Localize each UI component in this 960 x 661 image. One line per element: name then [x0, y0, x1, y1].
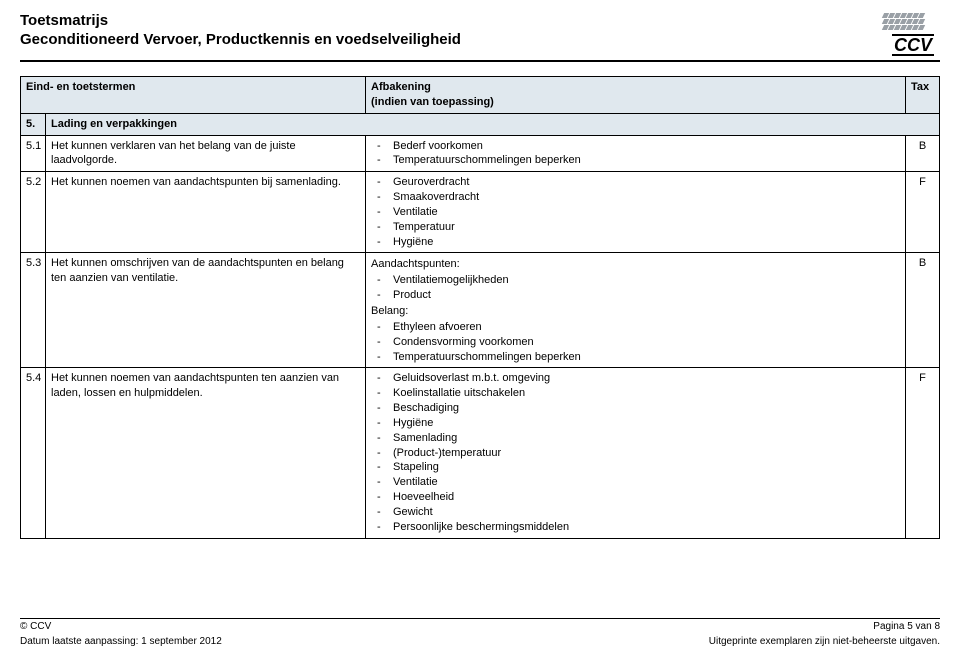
- row-term: Het kunnen noemen van aandachtspunten bi…: [46, 172, 366, 253]
- item-list: Bederf voorkomen Temperatuurschommelinge…: [371, 139, 900, 169]
- list-item: Hygiëne: [371, 416, 900, 431]
- list-item: Ventilatiemogelijkheden: [371, 273, 900, 288]
- list-item: Temperatuur: [371, 220, 900, 235]
- footer-copyright: © CCV: [20, 621, 51, 632]
- section-row: 5. Lading en verpakkingen: [21, 113, 940, 135]
- footer-rule: [20, 618, 940, 619]
- header-title-2: Geconditioneerd Vervoer, Productkennis e…: [20, 31, 854, 48]
- list-item: Bederf voorkomen: [371, 139, 900, 154]
- item-list: Geluidsoverlast m.b.t. omgeving Koelinst…: [371, 371, 900, 534]
- col-header-tax: Tax: [906, 77, 940, 114]
- item-list: Ventilatiemogelijkheden Product: [371, 273, 900, 303]
- afbakening-label-1: Afbakening: [371, 80, 900, 95]
- logo-text: CCV: [892, 34, 934, 56]
- list-item: Temperatuurschommelingen beperken: [371, 350, 900, 365]
- footer-row-1: © CCV Pagina 5 van 8: [20, 621, 940, 632]
- group-label: Aandachtspunten:: [371, 257, 900, 272]
- header-titles: Toetsmatrijs Geconditioneerd Vervoer, Pr…: [20, 12, 854, 48]
- list-item: Stapeling: [371, 460, 900, 475]
- list-item: Gewicht: [371, 505, 900, 520]
- page-header: Toetsmatrijs Geconditioneerd Vervoer, Pr…: [20, 12, 940, 62]
- row-afbakening: Geluidsoverlast m.b.t. omgeving Koelinst…: [366, 368, 906, 538]
- table-row: 5.3 Het kunnen omschrijven van de aandac…: [21, 253, 940, 368]
- table-row: 5.2 Het kunnen noemen van aandachtspunte…: [21, 172, 940, 253]
- list-item: Geluidsoverlast m.b.t. omgeving: [371, 371, 900, 386]
- list-item: Koelinstallatie uitschakelen: [371, 386, 900, 401]
- item-list: Geuroverdracht Smaakoverdracht Ventilati…: [371, 175, 900, 249]
- list-item: Ventilatie: [371, 205, 900, 220]
- list-item: Beschadiging: [371, 401, 900, 416]
- header-title-1: Toetsmatrijs: [20, 12, 854, 29]
- toetsmatrijs-table: Eind- en toetstermen Afbakening (indien …: [20, 76, 940, 539]
- row-afbakening: Bederf voorkomen Temperatuurschommelinge…: [366, 135, 906, 172]
- list-item: Condensvorming voorkomen: [371, 335, 900, 350]
- list-item: Hoeveelheid: [371, 490, 900, 505]
- row-num: 5.4: [21, 368, 46, 538]
- list-item: Geuroverdracht: [371, 175, 900, 190]
- afbakening-label-2: (indien van toepassing): [371, 95, 900, 110]
- list-item: Hygiëne: [371, 235, 900, 250]
- row-term: Het kunnen verklaren van het belang van …: [46, 135, 366, 172]
- list-item: Persoonlijke beschermingsmiddelen: [371, 520, 900, 535]
- col-header-afbakening: Afbakening (indien van toepassing): [366, 77, 906, 114]
- list-item: (Product-)temperatuur: [371, 446, 900, 461]
- row-term: Het kunnen omschrijven van de aandachtsp…: [46, 253, 366, 368]
- row-tax: F: [906, 368, 940, 538]
- row-tax: F: [906, 172, 940, 253]
- row-term: Het kunnen noemen van aandachtspunten te…: [46, 368, 366, 538]
- row-tax: B: [906, 253, 940, 368]
- row-afbakening: Aandachtspunten: Ventilatiemogelijkheden…: [366, 253, 906, 368]
- row-afbakening: Geuroverdracht Smaakoverdracht Ventilati…: [366, 172, 906, 253]
- section-label: Lading en verpakkingen: [46, 113, 940, 135]
- list-item: Temperatuurschommelingen beperken: [371, 153, 900, 168]
- section-num: 5.: [21, 113, 46, 135]
- footer-date: Datum laatste aanpassing: 1 september 20…: [20, 636, 222, 647]
- list-item: Smaakoverdracht: [371, 190, 900, 205]
- row-num: 5.3: [21, 253, 46, 368]
- row-num: 5.2: [21, 172, 46, 253]
- ccv-logo: CCV: [854, 12, 934, 56]
- row-num: 5.1: [21, 135, 46, 172]
- list-item: Ventilatie: [371, 475, 900, 490]
- logo-grid-icon: [882, 12, 924, 30]
- group-label: Belang:: [371, 304, 900, 319]
- list-item: Samenlading: [371, 431, 900, 446]
- row-tax: B: [906, 135, 940, 172]
- footer-row-2: Datum laatste aanpassing: 1 september 20…: [20, 636, 940, 647]
- page-footer: © CCV Pagina 5 van 8 Datum laatste aanpa…: [20, 618, 940, 651]
- table-header-row: Eind- en toetstermen Afbakening (indien …: [21, 77, 940, 114]
- footer-note: Uitgeprinte exemplaren zijn niet-beheers…: [709, 636, 940, 647]
- col-header-term: Eind- en toetstermen: [21, 77, 366, 114]
- item-list: Ethyleen afvoeren Condensvorming voorkom…: [371, 320, 900, 365]
- list-item: Product: [371, 288, 900, 303]
- table-row: 5.4 Het kunnen noemen van aandachtspunte…: [21, 368, 940, 538]
- list-item: Ethyleen afvoeren: [371, 320, 900, 335]
- footer-page: Pagina 5 van 8: [873, 621, 940, 632]
- table-row: 5.1 Het kunnen verklaren van het belang …: [21, 135, 940, 172]
